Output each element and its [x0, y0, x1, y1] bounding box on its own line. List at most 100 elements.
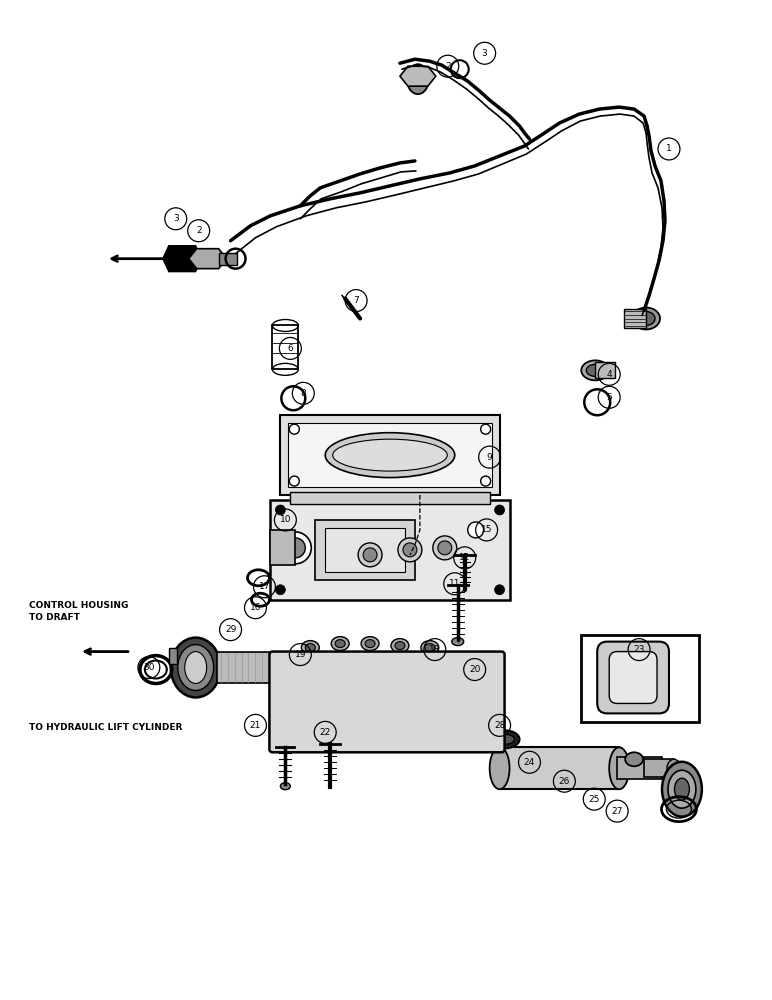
Text: 24: 24: [524, 758, 535, 767]
Circle shape: [433, 536, 457, 560]
Ellipse shape: [632, 308, 660, 329]
Ellipse shape: [489, 747, 510, 789]
Bar: [325, 528, 405, 572]
Ellipse shape: [668, 770, 696, 808]
Ellipse shape: [421, 641, 438, 655]
Ellipse shape: [391, 639, 409, 653]
Circle shape: [276, 505, 286, 515]
FancyBboxPatch shape: [269, 652, 505, 752]
Text: 22: 22: [320, 728, 331, 737]
FancyBboxPatch shape: [598, 642, 669, 713]
Text: 15: 15: [481, 525, 493, 534]
Text: 16: 16: [249, 603, 261, 612]
Circle shape: [403, 543, 417, 557]
Ellipse shape: [335, 640, 345, 648]
Text: 1: 1: [666, 144, 672, 153]
Ellipse shape: [290, 686, 311, 712]
Ellipse shape: [333, 439, 447, 471]
Bar: [218, 253, 236, 265]
Text: TO HYDRAULIC LIFT CYLINDER: TO HYDRAULIC LIFT CYLINDER: [29, 723, 183, 732]
Text: TO DRAFT: TO DRAFT: [29, 613, 80, 622]
Bar: [169, 648, 177, 664]
Ellipse shape: [452, 638, 464, 646]
Bar: [499, 747, 619, 789]
Bar: [290, 492, 489, 504]
Ellipse shape: [586, 364, 604, 376]
Ellipse shape: [581, 360, 609, 380]
Ellipse shape: [637, 312, 655, 325]
Text: 26: 26: [559, 777, 570, 786]
Circle shape: [290, 476, 300, 486]
Circle shape: [286, 538, 305, 558]
Ellipse shape: [185, 652, 207, 683]
Ellipse shape: [417, 686, 431, 704]
Circle shape: [398, 538, 422, 562]
Circle shape: [276, 585, 286, 595]
Ellipse shape: [495, 734, 514, 744]
Ellipse shape: [609, 747, 629, 789]
Circle shape: [481, 424, 491, 434]
Text: 11: 11: [449, 579, 461, 588]
Ellipse shape: [178, 645, 214, 690]
Text: 25: 25: [588, 795, 600, 804]
Bar: [270, 530, 296, 565]
Text: 3: 3: [482, 49, 488, 58]
Circle shape: [438, 541, 452, 555]
Bar: [289, 423, 492, 487]
Circle shape: [279, 532, 311, 564]
Ellipse shape: [489, 730, 520, 748]
Text: 7: 7: [354, 296, 359, 305]
Text: 28: 28: [494, 721, 506, 730]
Text: 3: 3: [173, 214, 178, 223]
Ellipse shape: [280, 783, 290, 790]
Text: 4: 4: [606, 370, 612, 379]
Bar: [217, 652, 272, 683]
Text: 18: 18: [429, 645, 441, 654]
Ellipse shape: [331, 637, 349, 651]
Bar: [270, 500, 510, 600]
Circle shape: [495, 505, 505, 515]
Ellipse shape: [171, 638, 221, 697]
Polygon shape: [163, 246, 201, 272]
Bar: [315, 520, 415, 580]
Text: 30: 30: [143, 663, 154, 672]
Ellipse shape: [284, 680, 317, 718]
Text: 29: 29: [225, 625, 236, 634]
Ellipse shape: [365, 640, 375, 648]
Ellipse shape: [301, 641, 320, 655]
Text: 8: 8: [300, 389, 306, 398]
Circle shape: [290, 424, 300, 434]
Ellipse shape: [305, 644, 315, 652]
Circle shape: [468, 522, 483, 538]
Bar: [595, 362, 615, 378]
Bar: [273, 325, 298, 369]
Ellipse shape: [361, 637, 379, 651]
Bar: [581, 635, 699, 722]
Ellipse shape: [454, 687, 466, 703]
Bar: [617, 757, 662, 779]
Polygon shape: [188, 249, 226, 269]
Text: 17: 17: [259, 582, 270, 591]
Ellipse shape: [407, 64, 428, 94]
Text: 6: 6: [287, 344, 293, 353]
Text: CONTROL HOUSING: CONTROL HOUSING: [29, 601, 129, 610]
Text: 12: 12: [459, 553, 470, 562]
Text: 19: 19: [295, 650, 306, 659]
Ellipse shape: [377, 686, 393, 704]
Text: 9: 9: [487, 453, 493, 462]
Bar: [280, 415, 499, 495]
Ellipse shape: [336, 687, 354, 707]
Text: 23: 23: [633, 645, 645, 654]
Text: 10: 10: [279, 515, 291, 524]
Text: 20: 20: [469, 665, 480, 674]
Circle shape: [358, 543, 382, 567]
Circle shape: [363, 548, 377, 562]
Text: 2: 2: [196, 226, 201, 235]
Ellipse shape: [425, 644, 435, 652]
Bar: [624, 309, 646, 328]
Bar: [644, 759, 674, 777]
Ellipse shape: [413, 682, 435, 708]
Ellipse shape: [625, 752, 643, 766]
Ellipse shape: [667, 759, 681, 777]
FancyBboxPatch shape: [609, 652, 657, 703]
